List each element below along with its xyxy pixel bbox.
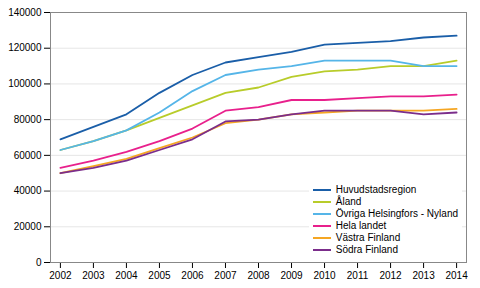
svg-text:20000: 20000 xyxy=(14,221,42,232)
svg-text:2003: 2003 xyxy=(82,270,105,281)
svg-text:2005: 2005 xyxy=(148,270,171,281)
html-text:Åland: Åland xyxy=(335,196,362,207)
svg-text:140000: 140000 xyxy=(8,7,42,18)
svg-text:2014: 2014 xyxy=(445,270,468,281)
svg-text:2010: 2010 xyxy=(313,270,336,281)
svg-text:2004: 2004 xyxy=(115,270,138,281)
svg-text:40000: 40000 xyxy=(14,185,42,196)
svg-text:0: 0 xyxy=(36,257,42,268)
svg-text:60000: 60000 xyxy=(14,150,42,161)
html-text:Huvudstadsregion: Huvudstadsregion xyxy=(335,184,417,195)
svg-text:2013: 2013 xyxy=(412,270,435,281)
svg-text:2009: 2009 xyxy=(280,270,303,281)
svg-text:100000: 100000 xyxy=(8,78,42,89)
svg-text:120000: 120000 xyxy=(8,42,42,53)
html-text:Övriga Helsingfors - Nyland: Övriga Helsingfors - Nyland xyxy=(335,208,458,219)
svg-text:2011: 2011 xyxy=(347,270,369,281)
html-text:Västra Finland: Västra Finland xyxy=(335,232,401,243)
svg-text:2006: 2006 xyxy=(181,270,204,281)
html-text:Hela landet: Hela landet xyxy=(335,220,387,231)
html-text:Södra Finland: Södra Finland xyxy=(335,244,398,255)
svg-text:80000: 80000 xyxy=(14,114,42,125)
svg-text:2002: 2002 xyxy=(49,270,72,281)
svg-text:2008: 2008 xyxy=(247,270,270,281)
svg-text:2012: 2012 xyxy=(379,270,402,281)
svg-text:2007: 2007 xyxy=(214,270,237,281)
